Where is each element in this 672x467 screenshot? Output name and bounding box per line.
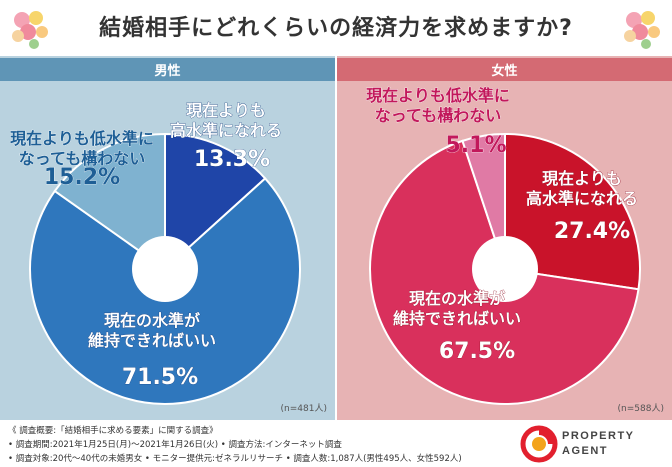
logo-text-property: PROPERTY bbox=[562, 430, 635, 442]
slice-label-line: 現在よりも bbox=[186, 101, 266, 120]
pie-slice-male-2 bbox=[53, 132, 166, 271]
slice-label-line: 維持できればいい bbox=[393, 309, 521, 328]
slice-label-line: 現在よりも低水準に bbox=[10, 129, 154, 148]
slice-label-line: 高水準になれる bbox=[526, 189, 638, 208]
slice-value-label: 15.2% bbox=[44, 165, 120, 190]
donut-hole bbox=[472, 236, 538, 302]
male-panel: 男性 現在よりも 高水準になれる 13.3% 現在の水準が 維持できればいい 71.5% 現… bbox=[0, 56, 335, 420]
slice-value-label: 13.3% bbox=[194, 147, 270, 172]
slice-label-line: 現在の水準が bbox=[104, 311, 200, 330]
property-agent-logo: PROPERTY AGENT bbox=[518, 425, 668, 463]
pie-slice-male-0 bbox=[164, 132, 267, 272]
female-sample-size: (n=588人) bbox=[617, 404, 664, 414]
pie-slice-female-2 bbox=[461, 132, 506, 270]
flower-bouquet-icon bbox=[12, 11, 48, 49]
slice-value-label: 27.4% bbox=[554, 219, 630, 244]
female-group-label: 女性 bbox=[491, 64, 518, 79]
slice-value-label: 71.5% bbox=[122, 365, 198, 390]
survey-overview: 《 調査概要:「結婚相手に求める要素」に関する調査》 bbox=[8, 426, 218, 436]
chart-title: 結婚相手にどれくらいの経済力を求めますか? bbox=[99, 16, 573, 41]
logo-text-agent: AGENT bbox=[562, 445, 608, 457]
title-bar: 結婚相手にどれくらいの経済力を求めますか? bbox=[0, 0, 672, 56]
male-sample-size: (n=481人) bbox=[280, 404, 327, 414]
male-group-label: 男性 bbox=[154, 64, 181, 79]
survey-period-method: • 調査期間:2021年1月25日(月)〜2021年1月26日(火) • 調査方… bbox=[8, 440, 342, 450]
survey-footer: 《 調査概要:「結婚相手に求める要素」に関する調査》 • 調査期間:2021年1… bbox=[0, 421, 672, 467]
donut-hole bbox=[132, 236, 198, 302]
slice-label-line: 高水準になれる bbox=[170, 121, 282, 140]
slice-label-line: なっても構わない bbox=[19, 149, 145, 168]
female-panel: 女性 現在よりも 高水準になれる 27.4% 現在の水準が 維持できればいい 67.5% 現… bbox=[337, 56, 672, 420]
slice-label-line: 維持できればいい bbox=[88, 331, 216, 350]
flower-bouquet-icon bbox=[624, 11, 660, 49]
slice-value-label: 5.1% bbox=[445, 133, 506, 158]
slice-label-line: 現在よりも bbox=[542, 169, 622, 188]
slice-label-line: 現在よりも低水準に bbox=[366, 86, 510, 105]
slice-label-line: なっても構わない bbox=[375, 106, 501, 125]
slice-label-line: 現在の水準が bbox=[409, 289, 505, 308]
survey-target-size: • 調査対象:20代〜40代の未婚男女 • モニター提供元:ゼネラルリサーチ •… bbox=[8, 454, 462, 464]
property-agent-logo-icon bbox=[520, 425, 558, 463]
pie-slice-female-0 bbox=[504, 132, 641, 291]
slice-value-label: 67.5% bbox=[439, 339, 515, 364]
